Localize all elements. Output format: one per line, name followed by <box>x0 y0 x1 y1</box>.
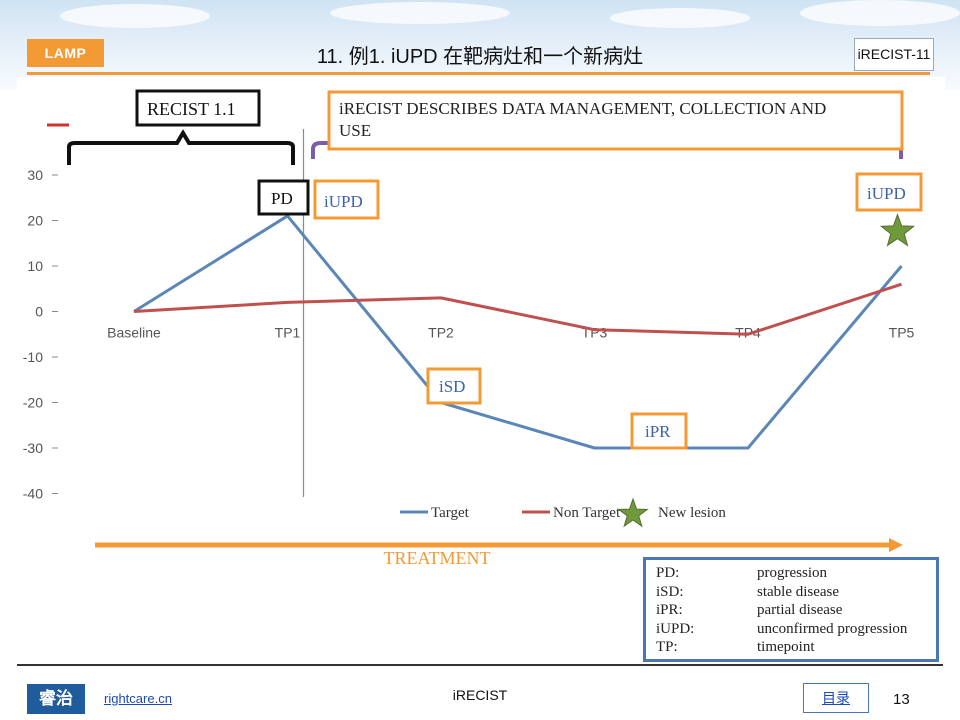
legend-description: stable disease <box>757 583 840 600</box>
chart-figure: 30 20 10 0 -10 -20 -30 -40 Baseline TP1 TP2 TP3 TP4 T… <box>17 77 945 665</box>
legend-label-target: Target <box>431 505 470 521</box>
lamp-logo: LAMP <box>27 39 104 67</box>
pd-label: PD <box>271 189 293 208</box>
y-tick-label: 0 <box>35 304 43 320</box>
treatment-arrow-head <box>889 538 903 552</box>
isd-label: iSD <box>439 377 465 396</box>
section-tag: iRECIST-11 <box>854 38 934 71</box>
irecist-note-box <box>327 90 904 151</box>
legend-star-icon <box>617 497 649 528</box>
iupd-tp1-label: iUPD <box>324 192 363 211</box>
rightcare-link[interactable]: rightcare.cn <box>104 691 172 706</box>
series-line-target <box>133 214 903 450</box>
footer-divider <box>17 664 943 666</box>
treatment-label: TREATMENT <box>384 548 491 568</box>
irecist-note-line2: USE <box>339 121 371 140</box>
toc-button[interactable]: 目录 <box>803 683 869 713</box>
y-tick-label: -20 <box>23 395 43 411</box>
legend-description: partial disease <box>757 602 843 619</box>
y-tick-label: 20 <box>27 213 43 229</box>
new-lesion-star-marker <box>879 213 916 247</box>
y-tick-label: 30 <box>27 167 43 183</box>
x-tick-label: Baseline <box>107 325 161 341</box>
isd-box <box>426 367 482 405</box>
abbreviation-legend: PD: progression iSD: stable disease iPR: part… <box>643 557 939 662</box>
rightcare-logo: 睿治 <box>27 684 85 714</box>
y-tick-label: -10 <box>23 349 43 365</box>
legend-label-new-lesion: New lesion <box>658 505 726 521</box>
recist-box <box>135 89 261 127</box>
legend-description: progression <box>757 565 827 581</box>
x-tick-label: TP5 <box>889 325 915 341</box>
page-number: 13 <box>893 691 910 708</box>
legend-abbr: iPR: <box>656 602 683 619</box>
y-tick-label: -40 <box>23 486 43 502</box>
x-tick-label: TP1 <box>275 325 301 341</box>
legend-description: unconfirmed progression <box>757 620 908 637</box>
pd-box <box>257 179 310 216</box>
legend-abbr: PD: <box>656 565 680 581</box>
legend-label-non-target: Non Target <box>553 505 621 521</box>
irecist-bracket-left <box>311 141 329 159</box>
y-tick-label: 10 <box>27 258 43 274</box>
footer-title: iRECIST <box>452 687 508 703</box>
iupd-tp5-label: iUPD <box>867 184 906 203</box>
header-divider <box>27 72 930 75</box>
x-tick-label: TP4 <box>735 325 761 341</box>
legend-abbr: iUPD: <box>656 620 695 637</box>
iupd-tp5-box <box>855 172 923 212</box>
recist-label: RECIST 1.1 <box>147 99 236 119</box>
ipr-label: iPR <box>645 422 671 441</box>
y-tick-label: -30 <box>23 440 43 456</box>
header-background <box>0 0 960 90</box>
slide-title: 11. 例1. iUPD 在靶病灶和一个新病灶 <box>316 46 644 68</box>
ipr-box <box>630 412 688 450</box>
legend-description: timepoint <box>757 639 815 656</box>
irecist-note-line1: iRECIST DESCRIBES DATA MANAGEMENT, COLLE… <box>339 99 826 118</box>
legend-abbr: TP: <box>656 639 678 656</box>
iupd-tp1-box <box>313 179 380 220</box>
x-tick-label: TP2 <box>428 325 454 341</box>
series-line-non-target <box>133 282 902 336</box>
recist-bracket <box>67 129 295 165</box>
legend-abbr: iSD: <box>656 583 684 600</box>
